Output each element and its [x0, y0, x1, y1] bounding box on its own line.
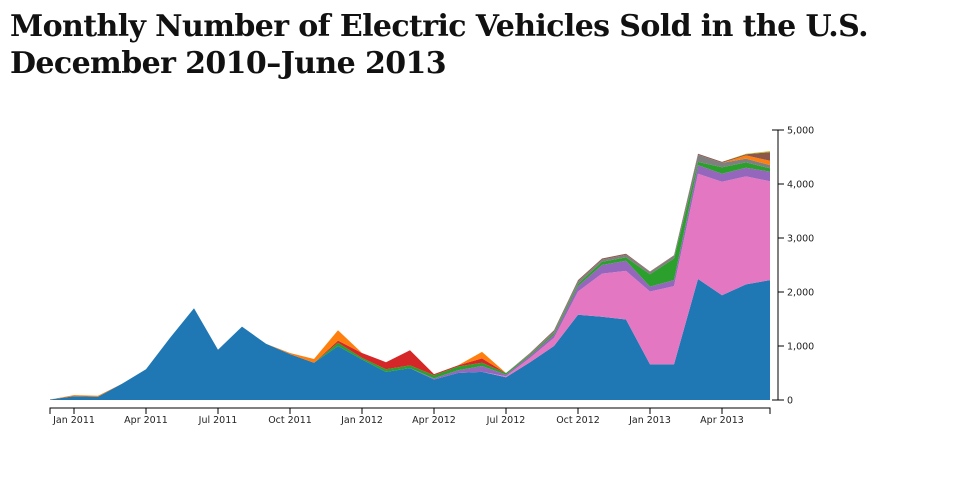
y-tick-label: 0: [787, 396, 793, 407]
x-tick-label: Jul 2011: [198, 415, 238, 426]
y-tick-label: 5,000: [787, 126, 814, 137]
x-tick: Apr 2011: [124, 408, 168, 426]
y-axis: 0 1,000 2,000 3,000 4,000 5,000: [772, 126, 814, 407]
area-layers: [50, 151, 770, 400]
area-series-red: [50, 161, 770, 400]
chart-title: Monthly Number of Electric Vehicles Sold…: [10, 8, 869, 82]
x-tick: Oct 2012: [556, 408, 600, 426]
x-tick: Oct 2011: [268, 408, 312, 426]
chart-subtitle: December 2010–June 2013: [10, 46, 447, 81]
y-tick: 1,000: [778, 342, 814, 353]
x-axis-line: [49, 407, 771, 414]
area-series-blue: [50, 279, 770, 400]
y-tick: 3,000: [778, 234, 814, 245]
x-tick-label: Apr 2011: [124, 415, 168, 426]
x-tick-label: Jan 2013: [628, 415, 671, 426]
y-axis-line: [772, 129, 779, 401]
y-tick-label: 3,000: [787, 234, 814, 245]
x-tick: Jan 2011: [52, 408, 95, 426]
y-tick: 0: [778, 396, 793, 407]
x-tick-label: Jan 2011: [52, 415, 95, 426]
x-tick: Apr 2012: [412, 408, 456, 426]
x-tick-label: Apr 2012: [412, 415, 456, 426]
y-tick-label: 4,000: [787, 180, 814, 191]
x-axis: Jan 2011 Apr 2011 Jul 2011 Oct 2011 Jan 2012…: [49, 407, 771, 426]
y-tick: 2,000: [778, 288, 814, 299]
x-tick-label: Apr 2013: [700, 415, 744, 426]
y-tick-label: 1,000: [787, 342, 814, 353]
x-tick: Apr 2013: [700, 408, 744, 426]
y-tick: 5,000: [778, 126, 814, 137]
x-tick: Jan 2013: [628, 408, 671, 426]
x-tick: Jul 2012: [486, 408, 526, 426]
y-tick-label: 2,000: [787, 288, 814, 299]
area-series-pink: [50, 173, 770, 400]
x-tick-label: Jul 2012: [486, 415, 526, 426]
x-tick: Jul 2011: [198, 408, 238, 426]
x-tick: Jan 2012: [340, 408, 383, 426]
chart-title-line1: Monthly Number of Electric Vehicles Sold…: [10, 9, 869, 44]
x-tick-label: Oct 2011: [268, 415, 312, 426]
x-tick-label: Oct 2012: [556, 415, 600, 426]
x-tick-label: Jan 2012: [340, 415, 383, 426]
y-tick: 4,000: [778, 180, 814, 191]
